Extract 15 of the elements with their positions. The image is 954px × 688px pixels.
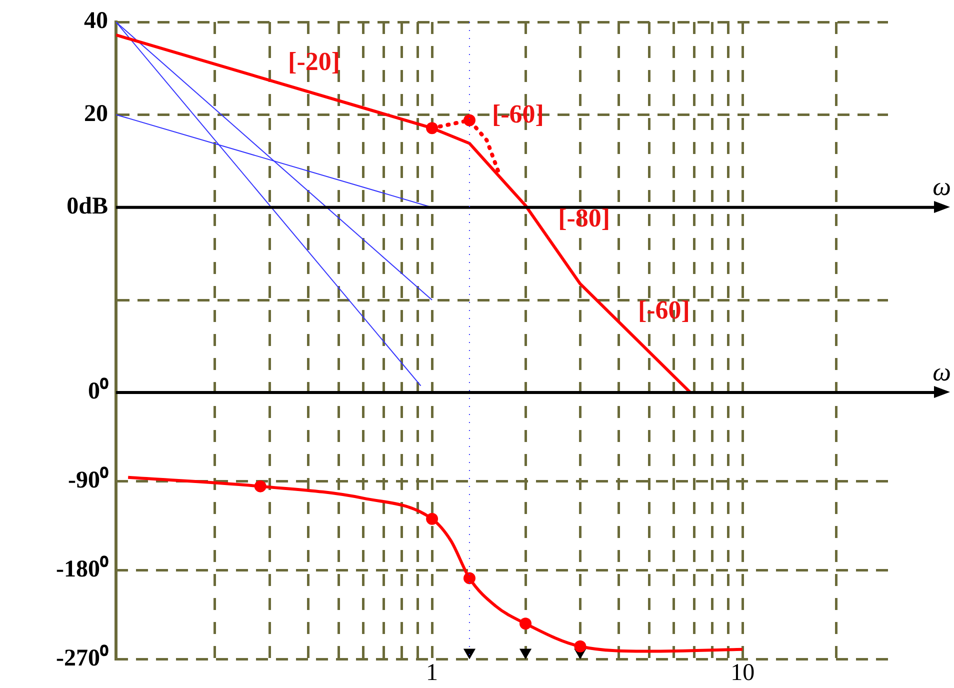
x-tick-label: 1 xyxy=(426,660,438,686)
y-tick-label: 40 xyxy=(84,8,108,34)
y2-tick-label: -270⁰ xyxy=(56,644,109,672)
y2-tick-label: -90⁰ xyxy=(68,466,109,494)
x-tick-label: 10 xyxy=(730,660,755,686)
y-tick-label: 0dB xyxy=(66,194,108,220)
y2-tick-label: -180⁰ xyxy=(56,555,109,582)
annotation: [-60] xyxy=(638,296,690,325)
ref-line-label: ω xyxy=(932,357,951,386)
y2-tick-label: 0⁰ xyxy=(88,378,109,405)
annotation: [-60] xyxy=(492,100,544,129)
ref-line-label: ω xyxy=(932,172,951,202)
annotation: [-80] xyxy=(558,203,610,232)
y-tick-label: 20 xyxy=(84,100,108,127)
annotation: [-20] xyxy=(288,46,340,76)
